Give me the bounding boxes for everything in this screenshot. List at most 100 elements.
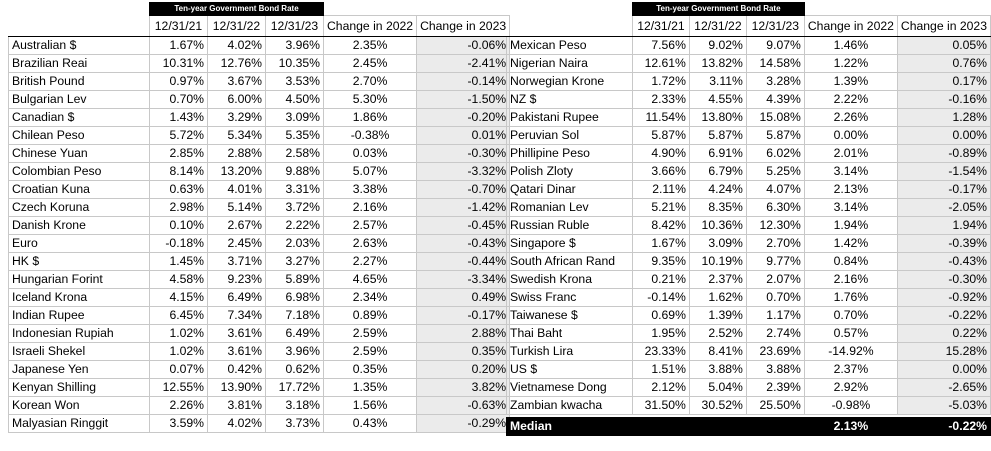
currency-name: Qatari Dinar xyxy=(506,180,633,199)
rate-2023: 1.17% xyxy=(745,306,805,325)
change-2023: 2.88% xyxy=(416,324,511,343)
rate-2022: 2.67% xyxy=(207,216,266,235)
change-2022: 2.92% xyxy=(803,378,898,397)
change-2023: -0.92% xyxy=(896,288,991,307)
change-2022: 2.35% xyxy=(322,36,418,55)
rate-2023: 6.49% xyxy=(265,324,324,343)
rate-2023: 3.96% xyxy=(265,36,324,55)
rate-2023: 2.70% xyxy=(745,234,805,253)
currency-name: Iceland Krona xyxy=(8,288,150,307)
rate-2021: 0.70% xyxy=(149,90,208,109)
currency-name: Indonesian Rupiah xyxy=(8,324,150,343)
change-2023: -0.29% xyxy=(416,414,511,433)
currency-name: Hungarian Forint xyxy=(8,270,150,289)
table-row: Mexican Peso 7.56% 9.02% 9.07% 1.46% 0.05% xyxy=(506,36,991,55)
rate-2022: 3.71% xyxy=(207,252,266,271)
table-row: Indonesian Rupiah 1.02% 3.61% 6.49% 2.59% 2.8… xyxy=(8,324,511,343)
column-header: Change in 2022 xyxy=(803,15,898,37)
currency-name: Mexican Peso xyxy=(506,36,633,55)
rate-2022: 4.02% xyxy=(207,414,266,433)
rate-2022: 8.35% xyxy=(688,198,747,217)
change-2023: -1.50% xyxy=(416,90,511,109)
rate-2023: 3.27% xyxy=(265,252,324,271)
currency-name: Czech Koruna xyxy=(8,198,150,217)
change-2022: 0.57% xyxy=(803,324,898,343)
currency-name: US $ xyxy=(506,360,633,379)
change-2022: 2.70% xyxy=(322,72,418,91)
median-row: Median 2.13% -0.22% xyxy=(506,417,991,436)
rate-2022: 3.11% xyxy=(688,72,747,91)
table-row: Turkish Lira 23.33% 8.41% 23.69% -14.92% 15.2… xyxy=(506,342,991,361)
left-bond-rate-table: Ten-year Government Bond Rate 12/31/21 12/… xyxy=(8,2,511,433)
change-2022: 2.27% xyxy=(322,252,418,271)
change-2023: 0.17% xyxy=(896,72,991,91)
rate-2023: 6.30% xyxy=(745,198,805,217)
rate-2022: 10.36% xyxy=(688,216,747,235)
currency-name: Canadian $ xyxy=(8,108,150,127)
rate-2022: 2.37% xyxy=(688,270,747,289)
currency-name: Brazilian Reai xyxy=(8,54,150,73)
rate-2023: 5.89% xyxy=(265,270,324,289)
change-2023: 1.94% xyxy=(896,216,991,235)
rate-2023: 4.07% xyxy=(745,180,805,199)
rate-2023: 3.31% xyxy=(265,180,324,199)
change-2023: -1.42% xyxy=(416,198,511,217)
change-2022: 2.22% xyxy=(803,90,898,109)
table-row: Nigerian Naira 12.61% 13.82% 14.58% 1.22% 0.7… xyxy=(506,54,991,73)
rate-2021: 11.54% xyxy=(631,108,690,127)
currency-name: Colombian Peso xyxy=(8,162,150,181)
table-row: US $1.51% 3.88% 3.88% 2.37% 0.00% xyxy=(506,360,991,379)
change-2023: -0.43% xyxy=(416,234,511,253)
rate-2022: 3.67% xyxy=(207,72,266,91)
change-2022: 2.34% xyxy=(322,288,418,307)
rate-2023: 5.35% xyxy=(265,126,324,145)
bond-rate-banner: Ten-year Government Bond Rate xyxy=(631,2,805,16)
column-header: 12/31/21 xyxy=(631,15,690,37)
change-2023: 0.01% xyxy=(416,126,511,145)
change-2022: 2.13% xyxy=(803,180,898,199)
rate-2023: 3.28% xyxy=(745,72,805,91)
change-2022: 2.37% xyxy=(803,360,898,379)
rate-2021: 5.21% xyxy=(631,198,690,217)
change-2022: -14.92% xyxy=(803,342,898,361)
rate-2022: 3.09% xyxy=(688,234,747,253)
change-2022: 2.59% xyxy=(322,324,418,343)
table-row: Chilean Peso 5.72% 5.34% 5.35% -0.38% 0.01% xyxy=(8,126,511,145)
change-2023: -0.20% xyxy=(416,108,511,127)
right-bond-rate-table: Ten-year Government Bond Rate 12/31/21 12/… xyxy=(506,2,991,436)
change-2023: -0.70% xyxy=(416,180,511,199)
table-row: Israeli Shekel 1.02% 3.61% 3.96% 2.59% 0.35% xyxy=(8,342,511,361)
rate-2022: 13.90% xyxy=(207,378,266,397)
change-2023: 0.35% xyxy=(416,342,511,361)
currency-name: Indian Rupee xyxy=(8,306,150,325)
rate-2022: 6.00% xyxy=(207,90,266,109)
rate-2022: 3.88% xyxy=(688,360,747,379)
rate-2022: 5.87% xyxy=(688,126,747,145)
rate-2021: 0.63% xyxy=(149,180,208,199)
change-2022: 0.00% xyxy=(803,126,898,145)
change-2022: 1.94% xyxy=(803,216,898,235)
change-2023: -0.30% xyxy=(896,270,991,289)
currency-name: British Pound xyxy=(8,72,150,91)
currency-name: Danish Krone xyxy=(8,216,150,235)
rate-2021: 0.69% xyxy=(631,306,690,325)
column-header: Change in 2023 xyxy=(896,15,991,37)
table-row: HK $1.45% 3.71% 3.27% 2.27% -0.44% xyxy=(8,252,511,271)
table-row: Brazilian Reai 10.31% 12.76% 10.35% 2.45% -2.… xyxy=(8,54,511,73)
rate-2023: 2.39% xyxy=(745,378,805,397)
rate-2023: 6.98% xyxy=(265,288,324,307)
rate-2021: 1.72% xyxy=(631,72,690,91)
table-row: Czech Koruna 2.98% 5.14% 3.72% 2.16% -1.42% xyxy=(8,198,511,217)
table-row: Danish Krone 0.10% 2.67% 2.22% 2.57% -0.45% xyxy=(8,216,511,235)
change-2022: 1.56% xyxy=(322,396,418,415)
change-2022: 0.84% xyxy=(803,252,898,271)
rate-2022: 3.61% xyxy=(207,342,266,361)
rate-2023: 3.53% xyxy=(265,72,324,91)
column-header: 12/31/23 xyxy=(745,15,805,37)
change-2022: 0.35% xyxy=(322,360,418,379)
rate-2021: 2.85% xyxy=(149,144,208,163)
rate-2023: 23.69% xyxy=(745,342,805,361)
change-2022: 3.14% xyxy=(803,198,898,217)
rate-2023: 6.02% xyxy=(745,144,805,163)
median-empty-cell xyxy=(745,417,805,436)
